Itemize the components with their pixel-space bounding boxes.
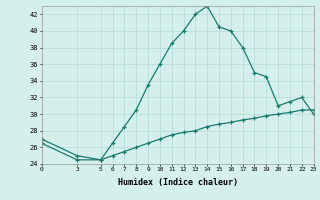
X-axis label: Humidex (Indice chaleur): Humidex (Indice chaleur) <box>118 178 237 187</box>
